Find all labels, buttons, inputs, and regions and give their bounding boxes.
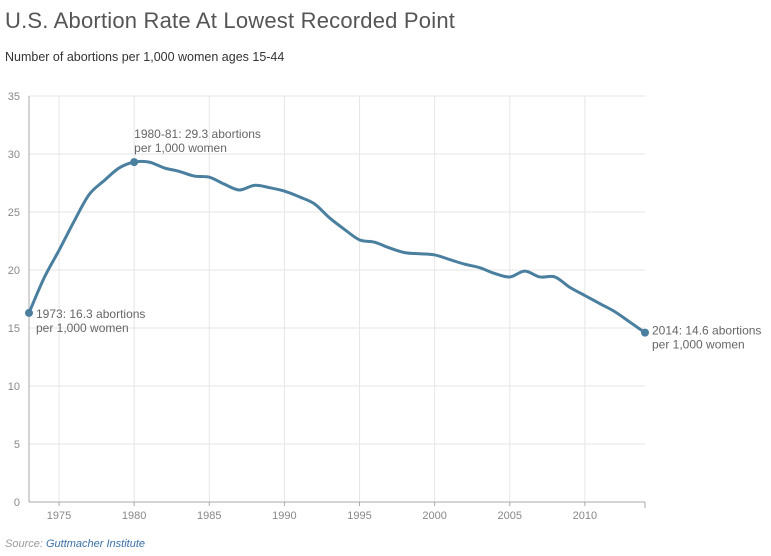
y-tick-label: 30: [8, 149, 20, 161]
annotation-point: [641, 328, 649, 337]
annotation-label-line2: per 1,000 women: [134, 141, 227, 155]
x-tick-label: 1990: [272, 510, 296, 522]
annotation-point: [25, 308, 33, 317]
source-prefix: Source:: [5, 538, 43, 550]
y-tick-label: 20: [8, 265, 20, 277]
x-tick-label: 1975: [47, 510, 71, 522]
y-tick-label: 10: [8, 381, 20, 393]
x-tick-label: 1985: [197, 510, 221, 522]
y-tick-label: 35: [8, 91, 20, 103]
y-tick-label: 5: [14, 439, 20, 451]
axes: [28, 96, 646, 508]
annotation-label-line2: per 1,000 women: [652, 338, 745, 352]
source-note: Source: Guttmacher Institute: [5, 538, 145, 550]
y-tick-label: 25: [8, 207, 20, 219]
x-tick-label: 2010: [573, 510, 597, 522]
grid-lines: [29, 95, 645, 502]
chart-subtitle: Number of abortions per 1,000 women ages…: [5, 50, 285, 64]
x-tick-label: 2000: [422, 510, 446, 522]
y-tick-label: 0: [14, 497, 20, 509]
annotation-points: [25, 158, 649, 337]
tick-labels: 0 5 10 15 20 25 30 35 1975 1980 1985 1990 1995 2000 20…: [8, 91, 597, 522]
y-tick-label: 15: [8, 323, 20, 335]
x-tick-label: 1995: [347, 510, 371, 522]
annotation-label: 1980-81: 29.3 abortions: [134, 127, 261, 141]
annotation-label: 1973: 16.3 abortions: [36, 307, 145, 321]
chart-title: U.S. Abortion Rate At Lowest Recorded Po…: [5, 8, 456, 33]
source-link[interactable]: Guttmacher Institute: [45, 538, 146, 550]
annotation-label-line2: per 1,000 women: [36, 321, 129, 335]
x-tick-label: 1980: [122, 510, 146, 522]
annotation-point: [130, 158, 139, 167]
annotation-label: 2014: 14.6 abortions: [652, 324, 761, 338]
x-tick-label: 2005: [498, 510, 522, 522]
